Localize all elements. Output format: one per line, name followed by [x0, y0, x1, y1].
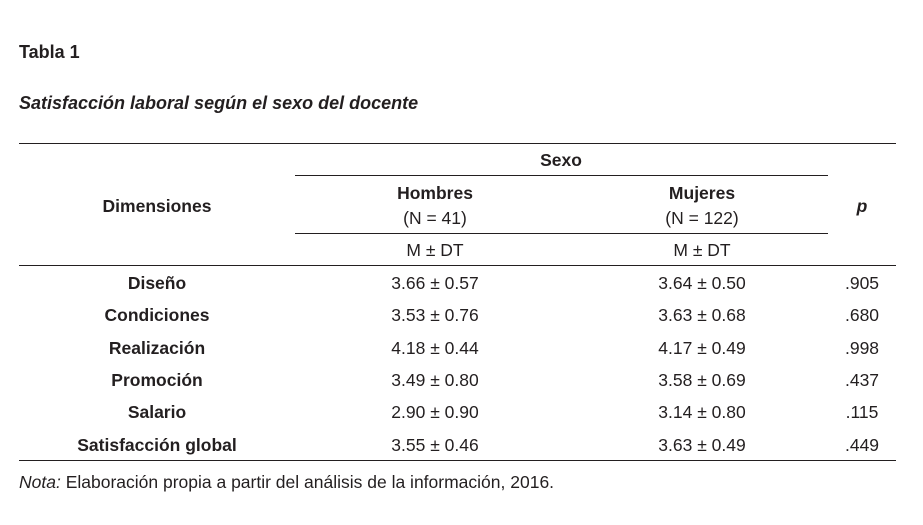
cell-men: 3.55 ± 0.46	[391, 435, 479, 455]
header-group-sexo: Sexo	[540, 150, 582, 170]
cell-dimension: Realización	[108, 338, 206, 358]
subheader-rule	[295, 233, 828, 234]
cell-p: .680	[844, 305, 880, 325]
group-rule	[295, 175, 828, 176]
cell-p: .449	[844, 435, 880, 455]
table-title: Satisfacción laboral según el sexo del d…	[19, 93, 419, 113]
cell-women: 3.63 ± 0.68	[658, 305, 746, 325]
cell-men: 3.49 ± 0.80	[391, 370, 479, 390]
cell-dimension: Salario	[127, 402, 187, 422]
cell-men: 2.90 ± 0.90	[391, 402, 479, 422]
header-men: Hombres	[397, 183, 473, 203]
table-note: Nota: Elaboración propia a partir del an…	[19, 472, 554, 493]
header-men-stat: M ± DT	[406, 240, 464, 260]
cell-women: 4.17 ± 0.49	[658, 338, 746, 358]
cell-women: 3.63 ± 0.49	[658, 435, 746, 455]
bottom-rule	[19, 460, 896, 461]
cell-dimension: Promoción	[111, 370, 203, 390]
cell-women: 3.64 ± 0.50	[658, 273, 746, 293]
cell-women: 3.14 ± 0.80	[658, 402, 746, 422]
note-text: Elaboración propia a partir del análisis…	[60, 472, 555, 492]
header-men-n: (N = 41)	[403, 208, 467, 228]
cell-p: .905	[844, 273, 880, 293]
header-p: p	[856, 196, 868, 216]
header-bottom-rule	[19, 265, 896, 266]
header-dimensions: Dimensiones	[102, 196, 212, 216]
cell-dimension: Satisfacción global	[77, 435, 237, 455]
top-rule	[19, 143, 896, 144]
header-women-n: (N = 122)	[665, 208, 739, 228]
note-prefix: Nota:	[19, 472, 61, 492]
header-women-stat: M ± DT	[673, 240, 731, 260]
table-label: Tabla 1	[19, 42, 80, 62]
cell-men: 3.53 ± 0.76	[391, 305, 479, 325]
cell-dimension: Diseño	[127, 273, 187, 293]
cell-women: 3.58 ± 0.69	[658, 370, 746, 390]
cell-p: .115	[845, 402, 879, 422]
cell-p: .998	[844, 338, 880, 358]
cell-men: 4.18 ± 0.44	[391, 338, 479, 358]
cell-men: 3.66 ± 0.57	[391, 273, 479, 293]
header-women: Mujeres	[668, 183, 736, 203]
cell-dimension: Condiciones	[104, 305, 210, 325]
cell-p: .437	[844, 370, 880, 390]
